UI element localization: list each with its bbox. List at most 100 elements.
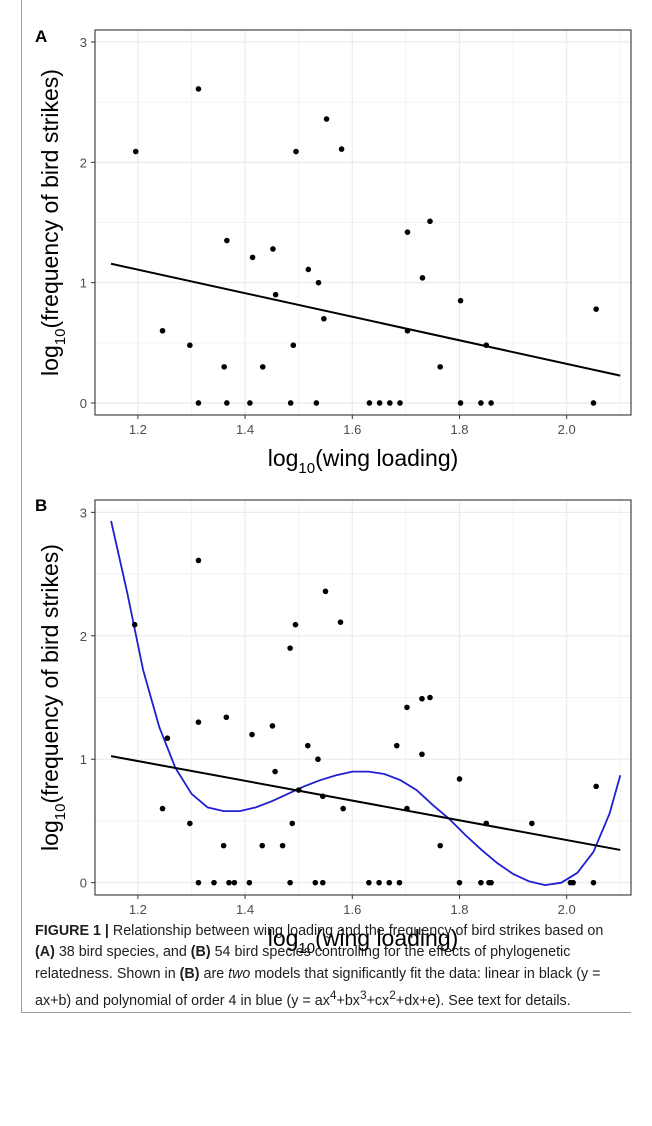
data-point [323, 116, 330, 122]
data-point [223, 714, 230, 721]
data-point [593, 306, 599, 312]
x-tick-label: 2.0 [558, 422, 576, 437]
data-point [249, 731, 255, 738]
data-point [386, 879, 393, 886]
data-point [187, 342, 193, 349]
plot-border [94, 499, 632, 896]
figure-caption: FIGURE 1 | Relationship between wing loa… [35, 921, 620, 1012]
x-tick-label: 1.4 [236, 422, 254, 437]
y-tick-label: 3 [80, 505, 87, 520]
data-point [404, 327, 411, 334]
data-point [320, 879, 326, 886]
data-point [287, 879, 293, 886]
data-point [270, 246, 276, 252]
data-point [376, 879, 382, 886]
data-point [396, 879, 403, 886]
poly4-fit-line [110, 520, 622, 887]
data-point [269, 723, 276, 729]
y-tick-label: 3 [80, 35, 87, 50]
figure-frame-bottom [21, 1012, 631, 1013]
panel-label: A [35, 27, 47, 46]
data-point [397, 400, 403, 406]
data-point [259, 842, 266, 849]
data-point [211, 879, 217, 886]
y-tick-label: 1 [80, 276, 87, 291]
data-point [338, 146, 345, 152]
y-axis-title: log10(frequency of bird strikes) [37, 544, 69, 851]
data-point [593, 783, 599, 790]
x-axis-title: log10(wing loading) [268, 445, 459, 477]
data-point [132, 148, 139, 155]
data-point [457, 297, 464, 304]
x-tick-label: 1.2 [129, 422, 147, 437]
data-point [315, 279, 322, 286]
data-point [231, 879, 238, 886]
panel-b: B 0 1 2 3 1.2 1.4 1.6 1.8 2.0 log10(wing loading) l… [35, 496, 632, 957]
y-tick-label: 2 [80, 155, 87, 170]
data-point [195, 719, 202, 725]
linear-fit-line [110, 755, 621, 851]
data-point [437, 842, 443, 849]
data-point [404, 229, 411, 235]
data-point [419, 751, 425, 758]
data-point [272, 768, 278, 775]
x-tick-label: 1.6 [343, 422, 361, 437]
data-point [419, 275, 426, 281]
data-point [483, 820, 490, 827]
y-axis-title: log10(frequency of bird strikes) [37, 69, 69, 376]
data-point [287, 400, 294, 406]
data-point [159, 805, 166, 812]
data-point [292, 621, 299, 628]
data-point [313, 400, 320, 406]
data-point [483, 342, 490, 349]
caption-text: 38 bird species, and [54, 944, 191, 961]
panel-label: B [35, 496, 47, 515]
data-point [488, 879, 494, 886]
data-point [304, 742, 311, 749]
data-point [164, 735, 171, 742]
data-point [478, 879, 484, 886]
data-point [195, 879, 202, 886]
x-tick-label: 1.6 [343, 902, 361, 917]
x-tick-label: 1.8 [450, 902, 468, 917]
data-point [529, 820, 535, 827]
data-point [393, 742, 400, 749]
x-tick-label: 1.8 [450, 422, 468, 437]
plot-border [94, 29, 632, 416]
y-tick-label: 0 [80, 876, 87, 891]
data-point [289, 820, 296, 827]
data-point [340, 805, 346, 812]
data-point [195, 557, 202, 564]
data-point [195, 400, 202, 406]
data-point [488, 400, 494, 406]
data-point [456, 776, 463, 782]
caption-text: models that significantly fit the data: … [35, 965, 601, 1009]
data-point [247, 400, 253, 406]
data-point [195, 86, 202, 92]
data-point [570, 879, 576, 886]
caption-text: are [199, 965, 229, 982]
data-point [295, 787, 302, 793]
data-point [366, 879, 372, 886]
data-point [427, 218, 433, 225]
data-point [321, 315, 327, 322]
x-axis-title: log10(wing loading) [268, 925, 459, 957]
caption-label: FIGURE 1 | [35, 923, 109, 939]
data-point [322, 588, 329, 595]
data-point [224, 237, 230, 244]
data-point [221, 364, 227, 370]
figure-frame-left [21, 0, 22, 1012]
data-point [287, 645, 293, 651]
linear-fit-line [110, 262, 621, 377]
data-point [290, 342, 297, 349]
data-point [590, 879, 597, 886]
data-point [419, 695, 425, 702]
data-point [187, 820, 193, 827]
data-point [249, 254, 256, 261]
data-point [404, 805, 410, 812]
caption-ref-b: (B) [190, 944, 211, 961]
data-point [387, 400, 393, 406]
caption-text: +dx+e). See text for details. [395, 992, 571, 1009]
x-tick-label: 1.4 [236, 902, 254, 917]
